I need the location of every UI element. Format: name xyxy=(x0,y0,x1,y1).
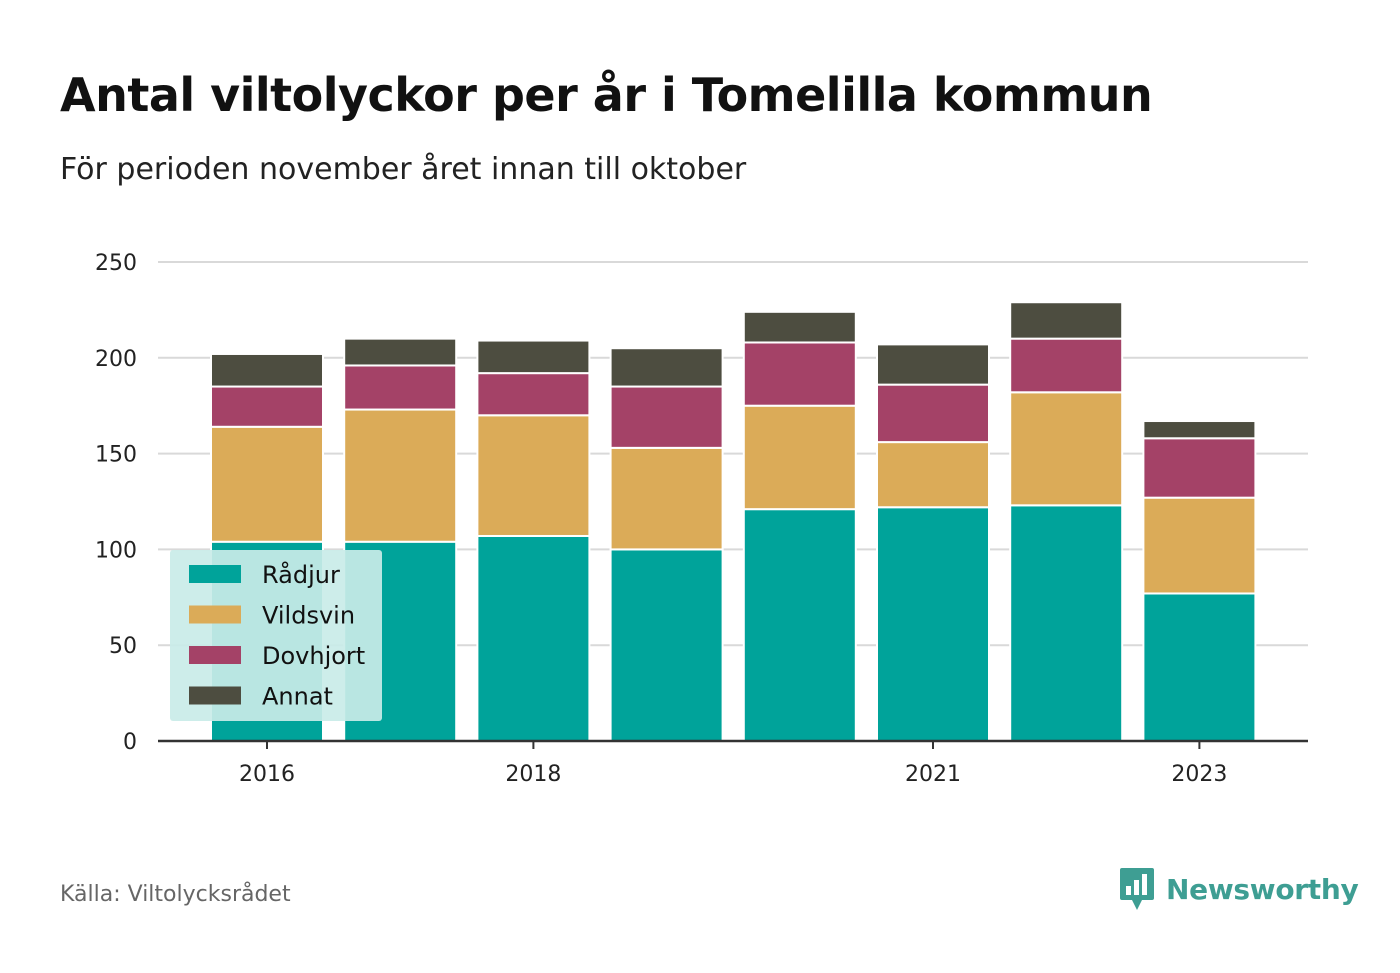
x-tick-label-2021: 2021 xyxy=(905,762,961,787)
bar-2019-annat xyxy=(609,347,724,388)
y-tick-label-150: 150 xyxy=(95,443,137,468)
bar-2021-rådjur xyxy=(876,506,990,742)
legend-swatch-dovhjort xyxy=(189,646,241,664)
legend-swatch-annat xyxy=(189,686,241,705)
bar-2021-vildsvin xyxy=(876,441,990,509)
legend-swatch-vildsvin xyxy=(189,605,241,624)
bar-2022-vildsvin xyxy=(1009,391,1124,507)
newsworthy-logo-icon xyxy=(1120,868,1154,910)
bar-2020-vildsvin xyxy=(742,404,857,511)
y-tick-label-0: 0 xyxy=(123,730,137,755)
source-note: Källa: Viltolycksrådet xyxy=(60,882,291,907)
bar-2023-vildsvin xyxy=(1142,496,1257,595)
bar-2016-annat xyxy=(210,352,324,388)
y-tick-label-50: 50 xyxy=(109,634,137,659)
legend: Rådjur Vildsvin Dovhjort Annat xyxy=(170,550,382,721)
y-tick-label-250: 250 xyxy=(95,251,137,276)
y-axis-tick-labels: 0 50 100 150 200 250 xyxy=(95,251,137,755)
bar-2023-dovhjort xyxy=(1142,437,1257,499)
y-tick-label-200: 200 xyxy=(95,347,137,372)
bar-2023-annat xyxy=(1142,420,1257,440)
bar-2016-vildsvin xyxy=(210,425,324,543)
legend-label-rådjur: Rådjur xyxy=(262,560,340,589)
bar-2022-rådjur xyxy=(1009,504,1124,742)
legend-label-vildsvin: Vildsvin xyxy=(262,602,355,630)
x-axis xyxy=(158,739,1308,749)
bar-2018-annat xyxy=(476,339,591,375)
legend-swatch-rådjur xyxy=(189,565,241,583)
brand-name: Newsworthy xyxy=(1166,872,1359,906)
legend-background xyxy=(170,550,382,721)
bar-2022-dovhjort xyxy=(1009,337,1124,394)
bar-2019-dovhjort xyxy=(609,385,724,449)
bar-2018-vildsvin xyxy=(476,414,591,537)
bar-2019-rådjur xyxy=(609,548,724,743)
bar-2020-rådjur xyxy=(742,508,857,742)
x-tick-label-2023: 2023 xyxy=(1171,762,1227,787)
bar-2022-annat xyxy=(1009,301,1124,340)
bar-2018-dovhjort xyxy=(476,372,591,417)
x-tick-label-2018: 2018 xyxy=(505,762,561,787)
bar-2019-vildsvin xyxy=(609,446,724,551)
bar-2021-annat xyxy=(876,343,990,386)
y-tick-label-100: 100 xyxy=(95,538,137,563)
page-subtitle: För perioden november året innan till ok… xyxy=(60,152,747,187)
bar-2018-rådjur xyxy=(476,534,591,742)
legend-label-annat: Annat xyxy=(262,683,333,711)
page-title: Antal viltolyckor per år i Tomelilla kom… xyxy=(60,68,1153,122)
legend-label-dovhjort: Dovhjort xyxy=(262,642,365,670)
x-tick-label-2016: 2016 xyxy=(239,762,295,787)
bar-2017-dovhjort xyxy=(343,364,458,411)
bar-2017-vildsvin xyxy=(343,408,458,543)
bar-2020-annat xyxy=(742,310,857,344)
bar-2016-dovhjort xyxy=(210,385,324,428)
bar-2020-dovhjort xyxy=(742,341,857,407)
bar-2021-dovhjort xyxy=(876,383,990,444)
x-axis-tick-labels: 2016 2018 2021 2023 xyxy=(239,762,1227,787)
bar-2017-annat xyxy=(343,337,458,367)
bar-2023-rådjur xyxy=(1142,592,1257,743)
brand-logo: Newsworthy xyxy=(1118,866,1359,912)
